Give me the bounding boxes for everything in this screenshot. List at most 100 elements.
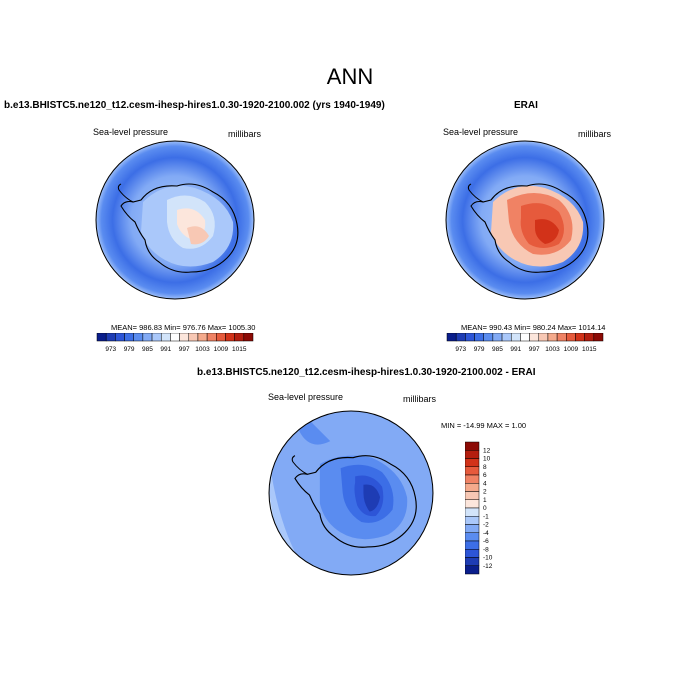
colorbar-tick-label: 1003	[545, 346, 560, 353]
panel2-variable-label: Sea-level pressure	[443, 127, 519, 137]
colorbar-swatch	[465, 491, 480, 500]
colorbar-swatch	[216, 333, 226, 342]
colorbar-tick-label: 997	[529, 346, 540, 353]
colorbar-swatch	[575, 333, 585, 342]
panel3-stats: MIN = -14.99 MAX = 1.00	[441, 421, 527, 430]
colorbar-swatch	[465, 458, 480, 467]
panel1-coastline	[120, 183, 239, 273]
colorbar-tick-label: 0	[483, 505, 487, 512]
colorbar-tick-label: 979	[474, 346, 485, 353]
colorbar-swatch	[465, 466, 480, 476]
colorbar-swatch	[465, 540, 480, 550]
colorbar-swatch	[566, 333, 576, 342]
colorbar-swatch	[465, 524, 480, 533]
colorbar-swatch	[234, 333, 245, 342]
colorbar-tick-label: -10	[483, 555, 493, 562]
colorbar-swatch	[465, 474, 480, 484]
panel2-coastline	[470, 183, 589, 273]
colorbar-tick-label: 4	[483, 480, 487, 487]
colorbar-swatch	[465, 441, 480, 451]
colorbar-tick-label: 6	[483, 472, 487, 479]
colorbar-swatch	[465, 557, 480, 566]
colorbar-swatch	[593, 333, 604, 342]
colorbar-swatch	[465, 483, 480, 492]
colorbar-swatch	[465, 532, 480, 542]
colorbar-tick-label: 1009	[214, 346, 229, 353]
colorbar-swatch	[465, 333, 475, 342]
colorbar-swatch	[446, 333, 457, 342]
colorbar-swatch	[243, 333, 254, 342]
panel1-variable-label: Sea-level pressure	[93, 127, 169, 137]
colorbar-swatch	[455, 333, 466, 342]
colorbar-tick-label: 1	[483, 497, 487, 504]
colorbar-tick-label: 979	[124, 346, 135, 353]
colorbar-swatch	[483, 333, 494, 342]
colorbar-swatch	[142, 333, 153, 342]
colorbar-tick-label: -1	[483, 513, 489, 520]
colorbar-swatch	[206, 333, 217, 342]
panel3-title: b.e13.BHISTC5.ne120_t12.cesm-ihesp-hires…	[197, 367, 536, 378]
colorbar-swatch	[465, 507, 480, 517]
colorbar-tick-label: -4	[483, 530, 489, 537]
colorbar-tick-label: -2	[483, 522, 489, 529]
colorbar-swatch	[465, 499, 480, 509]
colorbar-tick-label: 1015	[232, 346, 247, 353]
colorbar-tick-label: -6	[483, 538, 489, 545]
panel3-map	[268, 410, 434, 576]
panel1-map-border	[95, 140, 255, 300]
colorbar-swatch	[197, 333, 208, 342]
colorbar-swatch	[547, 333, 558, 342]
colorbar-swatch	[96, 333, 107, 342]
colorbar-swatch	[225, 333, 235, 342]
panel1-stats: MEAN= 986.83 Min= 976.76 Max= 1005.30	[111, 323, 256, 332]
colorbar-swatch	[501, 333, 512, 342]
panel2-stats: MEAN= 990.43 Min= 980.24 Max= 1014.14	[461, 323, 606, 332]
colorbar-swatch	[465, 516, 480, 525]
colorbar-swatch	[492, 333, 503, 342]
panel1-title: b.e13.BHISTC5.ne120_t12.cesm-ihesp-hires…	[4, 100, 385, 111]
colorbar-tick-label: 1003	[195, 346, 210, 353]
colorbar-swatch	[133, 333, 144, 342]
colorbar-swatch	[465, 549, 480, 558]
colorbar-swatch	[105, 333, 116, 342]
colorbar-tick-label: 10	[483, 456, 491, 463]
colorbar-tick-label: 2	[483, 489, 487, 496]
colorbar-swatch	[538, 333, 549, 342]
panel2-title: ERAI	[514, 100, 538, 111]
colorbar-swatch	[170, 333, 180, 342]
main-title: ANN	[326, 64, 374, 89]
panel3-coastline	[294, 455, 417, 548]
colorbar-tick-label: 997	[179, 346, 190, 353]
panel3-map-border	[268, 410, 434, 576]
colorbar-swatch	[584, 333, 595, 342]
colorbar-tick-label: 985	[492, 346, 503, 353]
colorbar-tick-label: -8	[483, 546, 489, 553]
colorbar-swatch	[124, 333, 134, 342]
colorbar-swatch	[160, 333, 171, 342]
panel1-colorbar: 973 979 985 991 997 1003 1009 1015	[96, 333, 254, 353]
colorbar-swatch	[115, 333, 125, 342]
colorbar-tick-label: -12	[483, 563, 493, 570]
colorbar-tick-label: 973	[455, 346, 466, 353]
colorbar-swatch	[465, 450, 480, 459]
panel2-colorbar: 973 979 985 991 997 1003 1009 1015	[446, 333, 604, 353]
panel3-units-label: millibars	[403, 394, 437, 404]
panel1-units-label: millibars	[228, 129, 262, 139]
panel1-map	[95, 140, 255, 300]
colorbar-swatch	[520, 333, 530, 342]
colorbar-swatch	[465, 565, 480, 575]
colorbar-tick-label: 1009	[564, 346, 579, 353]
colorbar-tick-label: 8	[483, 464, 487, 471]
colorbar-swatch	[151, 333, 162, 342]
colorbar-swatch	[188, 333, 199, 342]
panel2-map-border	[445, 140, 605, 300]
panel2-units-label: millibars	[578, 129, 612, 139]
colorbar-tick-label: 991	[510, 346, 521, 353]
colorbar-tick-label: 985	[142, 346, 153, 353]
colorbar-tick-label: 973	[105, 346, 116, 353]
colorbar-swatch	[179, 333, 190, 342]
colorbar-tick-label: 1015	[582, 346, 597, 353]
panel3-variable-label: Sea-level pressure	[268, 392, 344, 402]
colorbar-tick-label: 991	[160, 346, 171, 353]
